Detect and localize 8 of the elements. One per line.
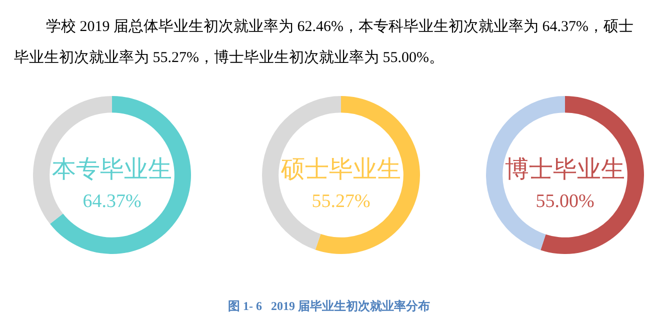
slice-label: 博士毕业生 <box>505 157 625 183</box>
text: 学校 2019 届总体毕业生初次就业率为 62.46%，本专科毕业生初次就业率为 64.37%，硕士毕业生初次就业率为 55.27%，博士毕业生初次就业率为 55.00%。 <box>14 19 634 66</box>
data-label: 64.37% <box>82 191 142 212</box>
text: 图 1- 6 2019 届毕业生初次就业率分布 <box>228 299 430 313</box>
slice-label: 本专毕业生 <box>52 157 172 183</box>
slice-label: 硕士毕业生 <box>280 157 401 183</box>
data-label: 55.27% <box>312 191 370 212</box>
data-label: 55.00% <box>536 191 594 212</box>
